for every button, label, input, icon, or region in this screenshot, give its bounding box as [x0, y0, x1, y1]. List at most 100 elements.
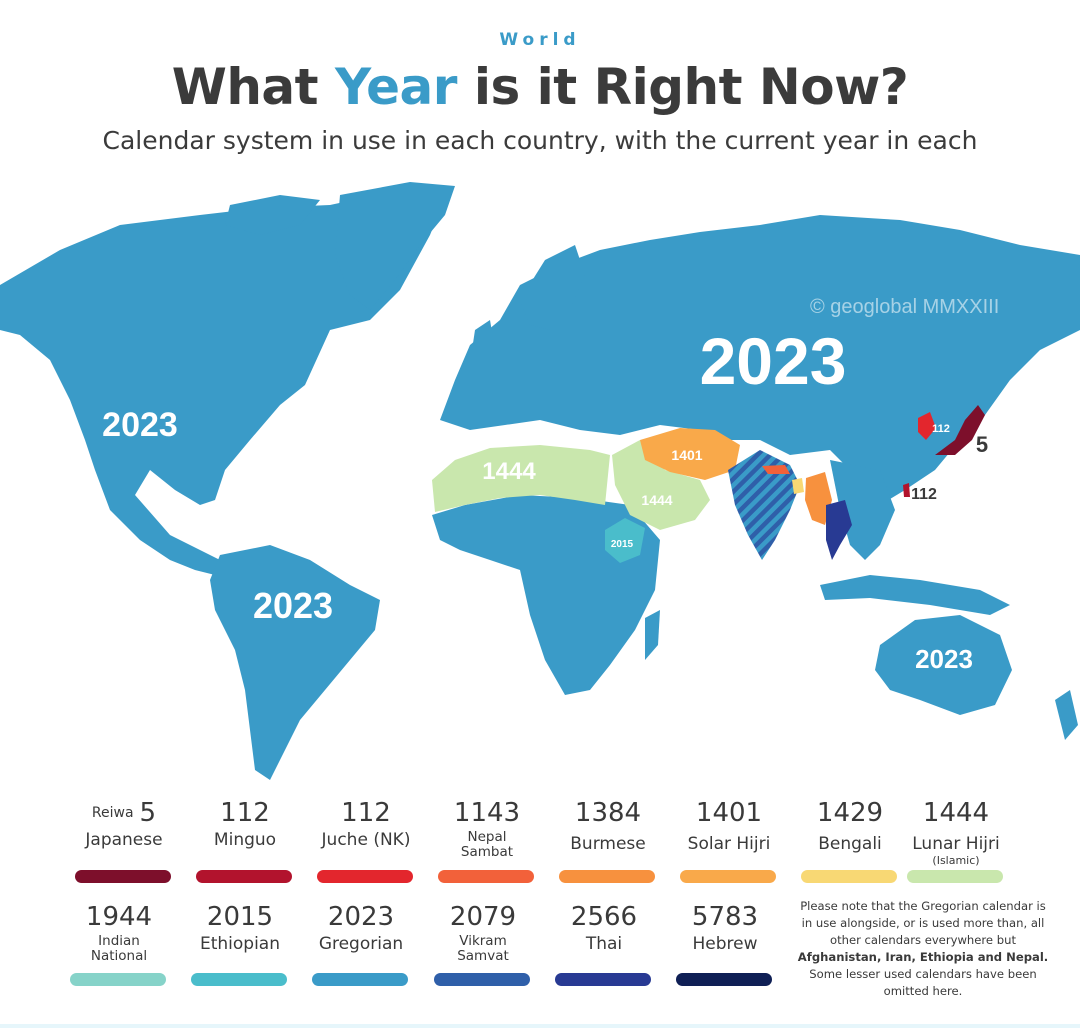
indonesia-region: [820, 575, 1010, 615]
legend-burmese-name: Burmese: [570, 834, 646, 854]
bangladesh-region: [792, 478, 804, 494]
gregorian-note: Please note that the Gregorian calendar …: [795, 898, 1051, 1000]
legend-thai-swatch: [555, 973, 651, 986]
label-australia: 2023: [915, 644, 973, 674]
legend-juche: 112 Juche (NK): [310, 798, 422, 883]
legend-ethiopian: 2015 Ethiopian: [184, 902, 296, 986]
legend-vikram-samvat: 2079 Vikram Samvat: [427, 902, 539, 986]
myanmar-region: [805, 472, 832, 525]
map-subtitle: Calendar system in use in each country, …: [102, 126, 978, 155]
legend-japanese-prefix: Reiwa: [91, 805, 134, 821]
madagascar-region: [645, 610, 660, 660]
arctic-islands: [225, 195, 320, 235]
legend-solar-hijri-name: Solar Hijri: [687, 834, 771, 854]
legend-bengali: 1429 Bengali: [794, 798, 906, 883]
scandinavia-region: [520, 245, 585, 330]
legend-hebrew-year: 5783: [691, 902, 759, 932]
note-bold: Afghanistan, Iran, Ethiopia and Nepal.: [797, 950, 1049, 964]
label-arabia: 1444: [641, 492, 672, 508]
legend-lunar-hijri: 1444 Lunar Hijri (Islamic): [900, 798, 1012, 883]
legend-juche-year: 112: [341, 798, 391, 828]
japan-region: [935, 405, 985, 455]
legend-gregorian-swatch: [312, 973, 408, 986]
legend-japanese: Reiwa 5 Japanese: [68, 798, 180, 883]
legend-ethiopian-swatch: [191, 973, 287, 986]
label-north-africa: 1444: [482, 458, 536, 485]
legend-burmese: 1384 Burmese: [552, 798, 664, 883]
legend-indian-national-swatch: [70, 973, 166, 986]
legend-lunar-hijri-year: 1444: [922, 798, 990, 828]
world-map: © geoglobal MMXXIII 2023 2023 2023 2023 …: [0, 182, 1080, 780]
legend-indian-national: 1944 Indian National: [63, 902, 175, 986]
north-africa-lunar-hijri-region: [432, 445, 610, 512]
legend-nepal-sambat-year: 1143: [453, 798, 521, 828]
label-japan: 5: [976, 432, 988, 457]
label-taiwan: 112: [911, 486, 937, 503]
south-america-region: [210, 545, 380, 780]
legend-thai-name: Thai: [585, 934, 623, 954]
label-north-america: 2023: [102, 406, 178, 444]
legend-gregorian-name: Gregorian: [318, 934, 404, 954]
legend-juche-swatch: [317, 870, 413, 883]
label-north-korea: 112: [932, 423, 950, 435]
africa-region: [432, 495, 660, 695]
label-iran: 1401: [671, 447, 702, 463]
arabia-lunar-hijri-region: [612, 440, 710, 530]
legend-japanese-year: 5: [139, 798, 157, 828]
uk-region: [472, 320, 495, 360]
legend-gregorian-year: 2023: [327, 902, 395, 932]
australia-region: [875, 615, 1012, 715]
legend-solar-hijri: 1401 Solar Hijri: [673, 798, 785, 883]
legend-lunar-hijri-swatch: [907, 870, 1003, 883]
legend-vikram-samvat-name: Vikram Samvat: [457, 933, 509, 964]
legend-hebrew-swatch: [676, 973, 772, 986]
new-zealand-region: [1055, 690, 1078, 740]
map-title: What Year is it Right Now?: [0, 58, 1080, 116]
legend-burmese-swatch: [559, 870, 655, 883]
legend-bengali-swatch: [801, 870, 897, 883]
southeast-asia-region: [830, 460, 895, 560]
legend-nepal-sambat-swatch: [438, 870, 534, 883]
legend-hebrew: 5783 Hebrew: [669, 902, 781, 986]
label-ethiopia: 2015: [611, 539, 634, 550]
map-kicker: World: [499, 30, 581, 50]
legend-solar-hijri-year: 1401: [695, 798, 763, 828]
legend-ethiopian-year: 2015: [206, 902, 274, 932]
note-text-2: Some lesser used calendars have been omi…: [809, 967, 1037, 998]
iran-afghanistan-region: [640, 428, 740, 480]
ethiopia-region: [605, 518, 645, 563]
label-south-america: 2023: [253, 585, 333, 626]
india-striped-region: [728, 450, 800, 560]
legend-nepal-sambat: 1143 Nepal Sambat: [431, 798, 543, 883]
title-post: is it Right Now?: [456, 58, 909, 116]
legend-minguo-name: Minguo: [213, 830, 277, 850]
taiwan-region: [903, 483, 910, 497]
legend-hebrew-name: Hebrew: [692, 934, 758, 954]
legend-ethiopian-name: Ethiopian: [199, 934, 280, 954]
korea-region: [918, 412, 936, 440]
legend-minguo-year: 112: [220, 798, 270, 828]
legend-lunar-hijri-sub: (Islamic): [932, 854, 980, 867]
legend-japanese-swatch: [75, 870, 171, 883]
legend-thai-year: 2566: [570, 902, 638, 932]
legend-vikram-samvat-year: 2079: [449, 902, 517, 932]
thailand-region: [826, 500, 852, 560]
legend-indian-national-year: 1944: [85, 902, 153, 932]
nepal-region: [762, 465, 790, 474]
legend-bengali-name: Bengali: [818, 834, 882, 854]
legend-bengali-year: 1429: [816, 798, 884, 828]
legend-japanese-name: Japanese: [85, 830, 163, 850]
label-russia: 2023: [700, 324, 847, 398]
title-highlight: Year: [334, 58, 457, 116]
legend-gregorian: 2023 Gregorian: [305, 902, 417, 986]
legend-lunar-hijri-name: Lunar Hijri: [912, 834, 1000, 854]
note-text-1: Please note that the Gregorian calendar …: [800, 899, 1046, 947]
legend-nepal-sambat-name: Nepal Sambat: [460, 829, 514, 860]
legend-vikram-samvat-swatch: [434, 973, 530, 986]
legend-thai: 2566 Thai: [548, 902, 660, 986]
bottom-divider: [0, 1024, 1080, 1028]
legend-juche-name: Juche (NK): [321, 830, 411, 850]
legend-indian-national-name: Indian National: [90, 933, 148, 964]
legend-solar-hijri-swatch: [680, 870, 776, 883]
watermark-text: © geoglobal MMXXIII: [810, 296, 999, 318]
